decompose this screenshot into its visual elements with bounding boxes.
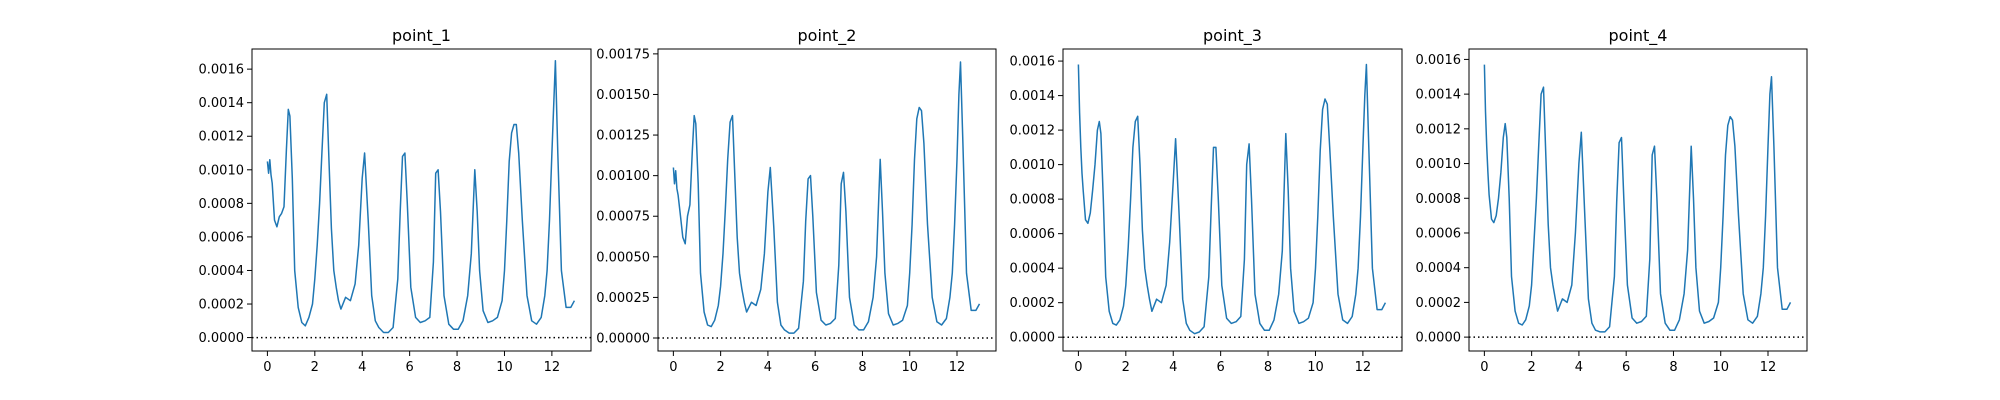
x-tick-label: 0 <box>1074 360 1082 375</box>
x-tick-label: 8 <box>1669 360 1677 375</box>
axes-frame <box>657 48 997 352</box>
y-tick-label: 0.0010 <box>1010 158 1056 173</box>
y-tick-label: 0.00175 <box>596 47 650 62</box>
y-tick-label: 0.00075 <box>596 210 650 225</box>
series-line <box>266 59 576 334</box>
x-tick-label: 6 <box>811 360 819 375</box>
axes-frame <box>1062 48 1403 352</box>
y-tick-label: 0.0006 <box>199 230 245 245</box>
y-tick-label: 0.0000 <box>199 331 245 346</box>
x-tick-label: 6 <box>1217 360 1225 375</box>
series-line <box>672 61 981 334</box>
x-tick-label: 12 <box>544 360 561 375</box>
x-tick-label: 10 <box>1307 360 1324 375</box>
y-tick-label: 0.0016 <box>199 63 245 78</box>
y-tick-label: 0.0014 <box>199 96 245 111</box>
x-tick-label: 8 <box>858 360 866 375</box>
subplot-point-3: point_3 0 2 4 6 8 10 12 0.0000 0.0002 0.0004 0.0006… <box>1010 26 1403 375</box>
y-tick-label: 0.0002 <box>199 298 245 313</box>
y-tick-label: 0.00125 <box>596 129 650 144</box>
y-tick-label: 0.0004 <box>1416 261 1462 276</box>
y-tick-label: 0.0016 <box>1010 55 1056 70</box>
x-tick-label: 2 <box>311 360 319 375</box>
x-tick-label: 0 <box>263 360 271 375</box>
x-tick-label: 6 <box>406 360 414 375</box>
y-tick-label: 0.0004 <box>1010 262 1056 277</box>
y-tick-label: 0.0000 <box>1416 331 1462 346</box>
y-tick-label: 0.0006 <box>1010 227 1056 242</box>
x-tick-label: 4 <box>1575 360 1583 375</box>
x-tick-label: 0 <box>669 360 677 375</box>
subplot-title: point_4 <box>1609 26 1668 46</box>
y-tick-label: 0.0014 <box>1416 88 1462 103</box>
series-line <box>1077 63 1387 335</box>
x-tick-label: 12 <box>949 360 966 375</box>
x-tick-label: 2 <box>716 360 724 375</box>
x-tick-label: 4 <box>358 360 366 375</box>
subplot-point-2: point_2 0 2 4 6 8 10 12 0.00000 0.00025 0.00050 0.0… <box>596 26 997 375</box>
x-tick-label: 8 <box>453 360 461 375</box>
y-tick-label: 0.0002 <box>1416 296 1462 311</box>
subplot-title: point_2 <box>798 26 857 46</box>
subplot-point-4: point_4 0 2 4 6 8 10 12 0.0000 0.0002 0.0004 0.0006… <box>1416 26 1808 375</box>
y-tick-label: 0.0016 <box>1416 53 1462 68</box>
y-tick-label: 0.0008 <box>1010 193 1056 208</box>
y-tick-label: 0.0012 <box>1010 124 1056 139</box>
x-tick-label: 10 <box>496 360 513 375</box>
axes-frame <box>251 48 592 352</box>
y-tick-label: 0.0002 <box>1010 296 1056 311</box>
x-tick-label: 4 <box>764 360 772 375</box>
y-tick-label: 0.00050 <box>596 250 650 265</box>
y-tick-label: 0.0012 <box>199 130 245 145</box>
axes-frame <box>1468 48 1808 352</box>
y-tick-label: 0.0014 <box>1010 89 1056 104</box>
x-tick-label: 6 <box>1622 360 1630 375</box>
x-tick-label: 12 <box>1355 360 1372 375</box>
y-tick-label: 0.0006 <box>1416 226 1462 241</box>
y-tick-label: 0.0010 <box>199 163 245 178</box>
subplot-point-1: point_1 0 2 4 6 8 10 12 0.0000 0.0002 0.0004 0.0006… <box>199 26 592 375</box>
x-tick-label: 2 <box>1527 360 1535 375</box>
x-tick-label: 4 <box>1169 360 1177 375</box>
y-tick-label: 0.00150 <box>596 88 650 103</box>
x-tick-label: 0 <box>1480 360 1488 375</box>
y-tick-label: 0.0004 <box>199 264 245 279</box>
y-tick-label: 0.0000 <box>1010 331 1056 346</box>
y-tick-label: 0.00000 <box>596 332 650 347</box>
y-tick-label: 0.0010 <box>1416 157 1462 172</box>
y-tick-label: 0.0008 <box>1416 192 1462 207</box>
x-tick-label: 10 <box>901 360 918 375</box>
x-tick-label: 2 <box>1122 360 1130 375</box>
subplot-title: point_1 <box>392 26 451 46</box>
x-tick-label: 12 <box>1760 360 1777 375</box>
subplot-title: point_3 <box>1203 26 1262 46</box>
x-tick-label: 10 <box>1712 360 1729 375</box>
y-tick-label: 0.0008 <box>199 197 245 212</box>
y-tick-label: 0.00025 <box>596 291 650 306</box>
series-line <box>1483 64 1792 333</box>
y-tick-label: 0.00100 <box>596 169 650 184</box>
y-tick-label: 0.0012 <box>1416 122 1462 137</box>
x-tick-label: 8 <box>1264 360 1272 375</box>
